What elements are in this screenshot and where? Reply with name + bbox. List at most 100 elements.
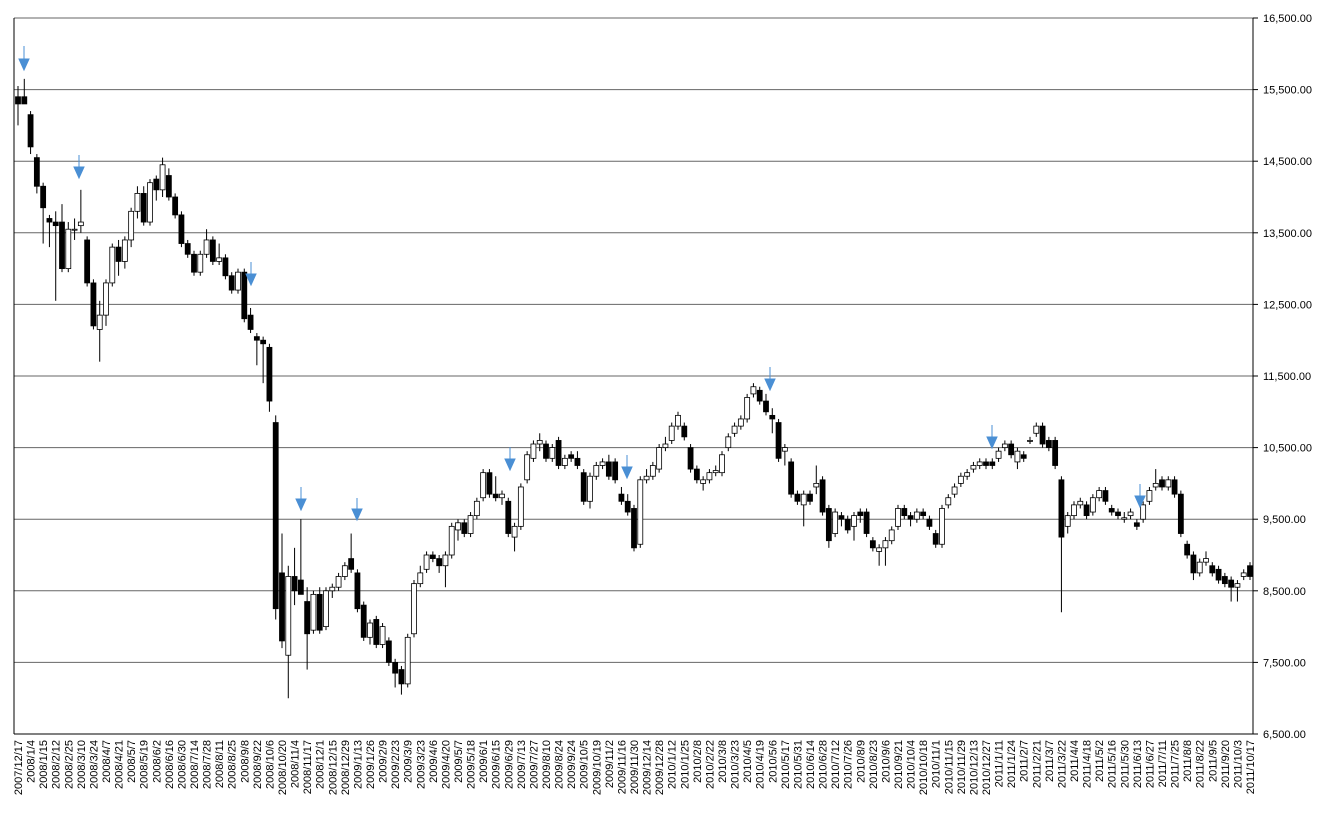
x-tick-label: 2011/6/27 [1144,740,1156,788]
x-tick-label: 2008/7/14 [189,740,201,789]
arrow [245,262,257,287]
x-tick-label: 2008/12/29 [340,740,352,795]
candle-body [266,346,273,402]
candle-body [700,479,707,484]
candle-body [599,461,606,466]
candle-body [1014,450,1021,463]
candle-body [712,470,719,474]
candle-body [1008,443,1015,456]
candle-body [492,493,499,499]
x-tick-label: 2011/10/17 [1245,740,1257,794]
candle-body [1215,568,1222,581]
candle-body [668,425,675,441]
x-tick-label: 2009/3/9 [403,740,415,783]
candle-body [1001,443,1008,448]
candle-body [530,443,537,459]
x-tick-label: 2008/1/4 [26,740,38,783]
x-tick-label: 2007/12/17 [13,740,25,795]
candle-body [1096,490,1103,499]
candle-body [517,486,524,527]
x-tick-label: 2010/3/8 [717,740,729,783]
candle-body [744,397,751,420]
candle-body [404,636,411,685]
x-tick-label: 2010/6/14 [805,740,817,789]
candle-body [675,414,681,427]
x-tick-label: 2011/10/3 [1232,740,1244,788]
x-tick-label: 2008/11/4 [290,740,302,788]
candle-body [756,389,763,402]
x-tick-label: 2008/8/25 [227,740,239,789]
candle-body [561,457,568,466]
candle-body [719,454,725,474]
y-tick-label: 14,500.00 [1263,156,1312,168]
x-tick-label: 2010/11/15 [943,740,955,794]
candle-body [128,210,135,241]
candle-body [1221,576,1228,585]
x-tick-label: 2010/9/21 [893,740,905,789]
y-tick-label: 9,500.00 [1263,514,1306,526]
candle-body [1064,515,1071,527]
candle-body [618,493,625,502]
candle-body [737,418,744,427]
x-tick-label: 2008/6/2 [151,740,163,783]
x-tick-label: 2008/5/19 [139,740,151,789]
candle-body [228,275,235,291]
candle-body [781,447,788,452]
x-tick-label: 2009/9/24 [566,740,578,789]
candle-body [291,576,298,592]
candle-body [429,554,436,559]
candle-body [863,511,870,534]
x-tick-label: 2009/1/26 [365,740,377,789]
candle-body [1108,508,1115,513]
x-tick-label: 2010/11/29 [956,740,968,794]
x-tick-label: 2011/7/11 [1157,740,1169,787]
y-tick-label: 8,500.00 [1263,586,1306,598]
x-tick-label: 2010/5/6 [767,740,779,783]
x-tick-label: 2008/11/17 [302,740,314,794]
candle-body [1127,511,1134,517]
x-tick-label: 2009/11/2 [604,740,616,788]
x-tick-label: 2008/12/1 [315,740,327,789]
y-tick-label: 15,500.00 [1263,85,1312,97]
x-tick-label: 2011/8/22 [1195,740,1207,788]
candle-body [1027,440,1033,442]
candle-body [178,214,185,244]
candle-body [574,457,581,466]
candle-body [216,257,223,262]
candle-body [77,221,84,227]
candle-body [335,576,342,588]
candle-body [329,586,336,592]
candle-body [1020,454,1027,459]
x-tick-label: 2008/6/30 [176,740,188,789]
candle-body [920,511,927,517]
arrow [295,487,307,512]
x-tick-label: 2010/7/26 [843,740,855,789]
candle-body [341,565,348,577]
candle-body [1115,511,1121,517]
candle-body [1140,504,1147,520]
y-tick-label: 13,500.00 [1263,228,1312,240]
candle-body [957,475,964,484]
x-tick-label: 2011/1/11 [994,740,1006,787]
x-tick-label: 2011/5/2 [1094,740,1106,782]
arrow [18,46,30,72]
candle-body [115,246,122,262]
candle-body [945,497,952,506]
x-tick-label: 2009/6/15 [491,740,503,789]
candle-body [455,522,461,531]
candle-body [1133,522,1140,527]
candle-body [1177,493,1184,534]
candle-body [1196,561,1203,574]
x-tick-label: 2010/9/6 [880,740,892,783]
x-tick-label: 2011/5/30 [1119,740,1131,788]
candle-body [593,465,600,477]
candle-body [832,511,839,534]
candle-body [1240,572,1247,577]
candle-body [247,314,254,330]
candle-body [1052,440,1059,466]
candle-body [304,601,311,635]
x-tick-label: 2011/2/21 [1031,740,1043,788]
x-tick-label: 2010/5/17 [780,740,792,789]
candle-body [895,508,901,527]
candle-body [165,175,172,198]
